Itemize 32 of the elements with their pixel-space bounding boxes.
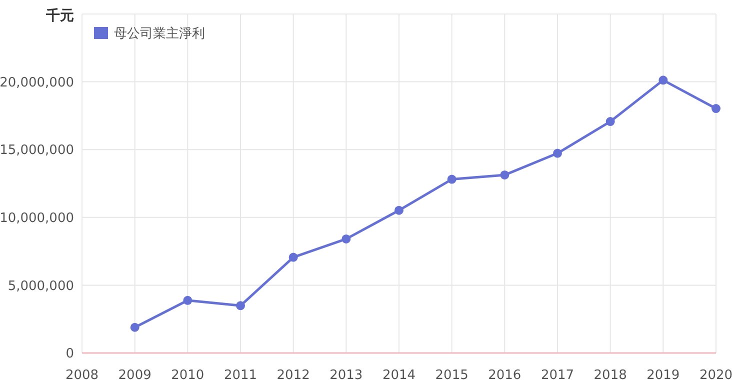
y-axis-title: 千元 — [45, 7, 74, 24]
y-tick-label: 5,000,000 — [8, 278, 74, 294]
point — [236, 301, 245, 310]
x-tick-label: 2012 — [276, 368, 310, 383]
x-tick-label: 2015 — [435, 368, 468, 383]
point — [394, 206, 404, 215]
x-tick-label: 2018 — [594, 368, 627, 383]
y-tick-label: 15,000,000 — [0, 143, 74, 158]
y-tick-label: 0 — [66, 346, 74, 362]
point — [447, 174, 456, 184]
point — [553, 148, 562, 158]
x-tick-label: 2008 — [65, 368, 99, 383]
x-tick-label: 2013 — [330, 368, 363, 383]
point — [288, 252, 298, 262]
point — [342, 234, 351, 244]
x-tick-label: 2010 — [171, 368, 204, 383]
x-tick-label: 2014 — [382, 368, 416, 383]
x-tick-label: 2020 — [699, 368, 733, 383]
x-tick-label: 2019 — [646, 368, 680, 383]
x-tick-label: 2009 — [118, 368, 152, 383]
point — [606, 117, 615, 126]
x-tick-label: 2016 — [488, 368, 522, 383]
y-tick-label: 10,000,000 — [0, 210, 74, 226]
x-tick-label: 2017 — [540, 368, 574, 383]
y-tick-label: 20,000,000 — [0, 75, 74, 90]
legend-label: 母公司業主淨利 — [114, 26, 205, 42]
x-tick-label: 2011 — [224, 368, 258, 383]
point — [130, 322, 140, 332]
point — [500, 170, 510, 180]
point — [183, 296, 192, 305]
point — [658, 76, 668, 85]
point — [712, 104, 720, 114]
